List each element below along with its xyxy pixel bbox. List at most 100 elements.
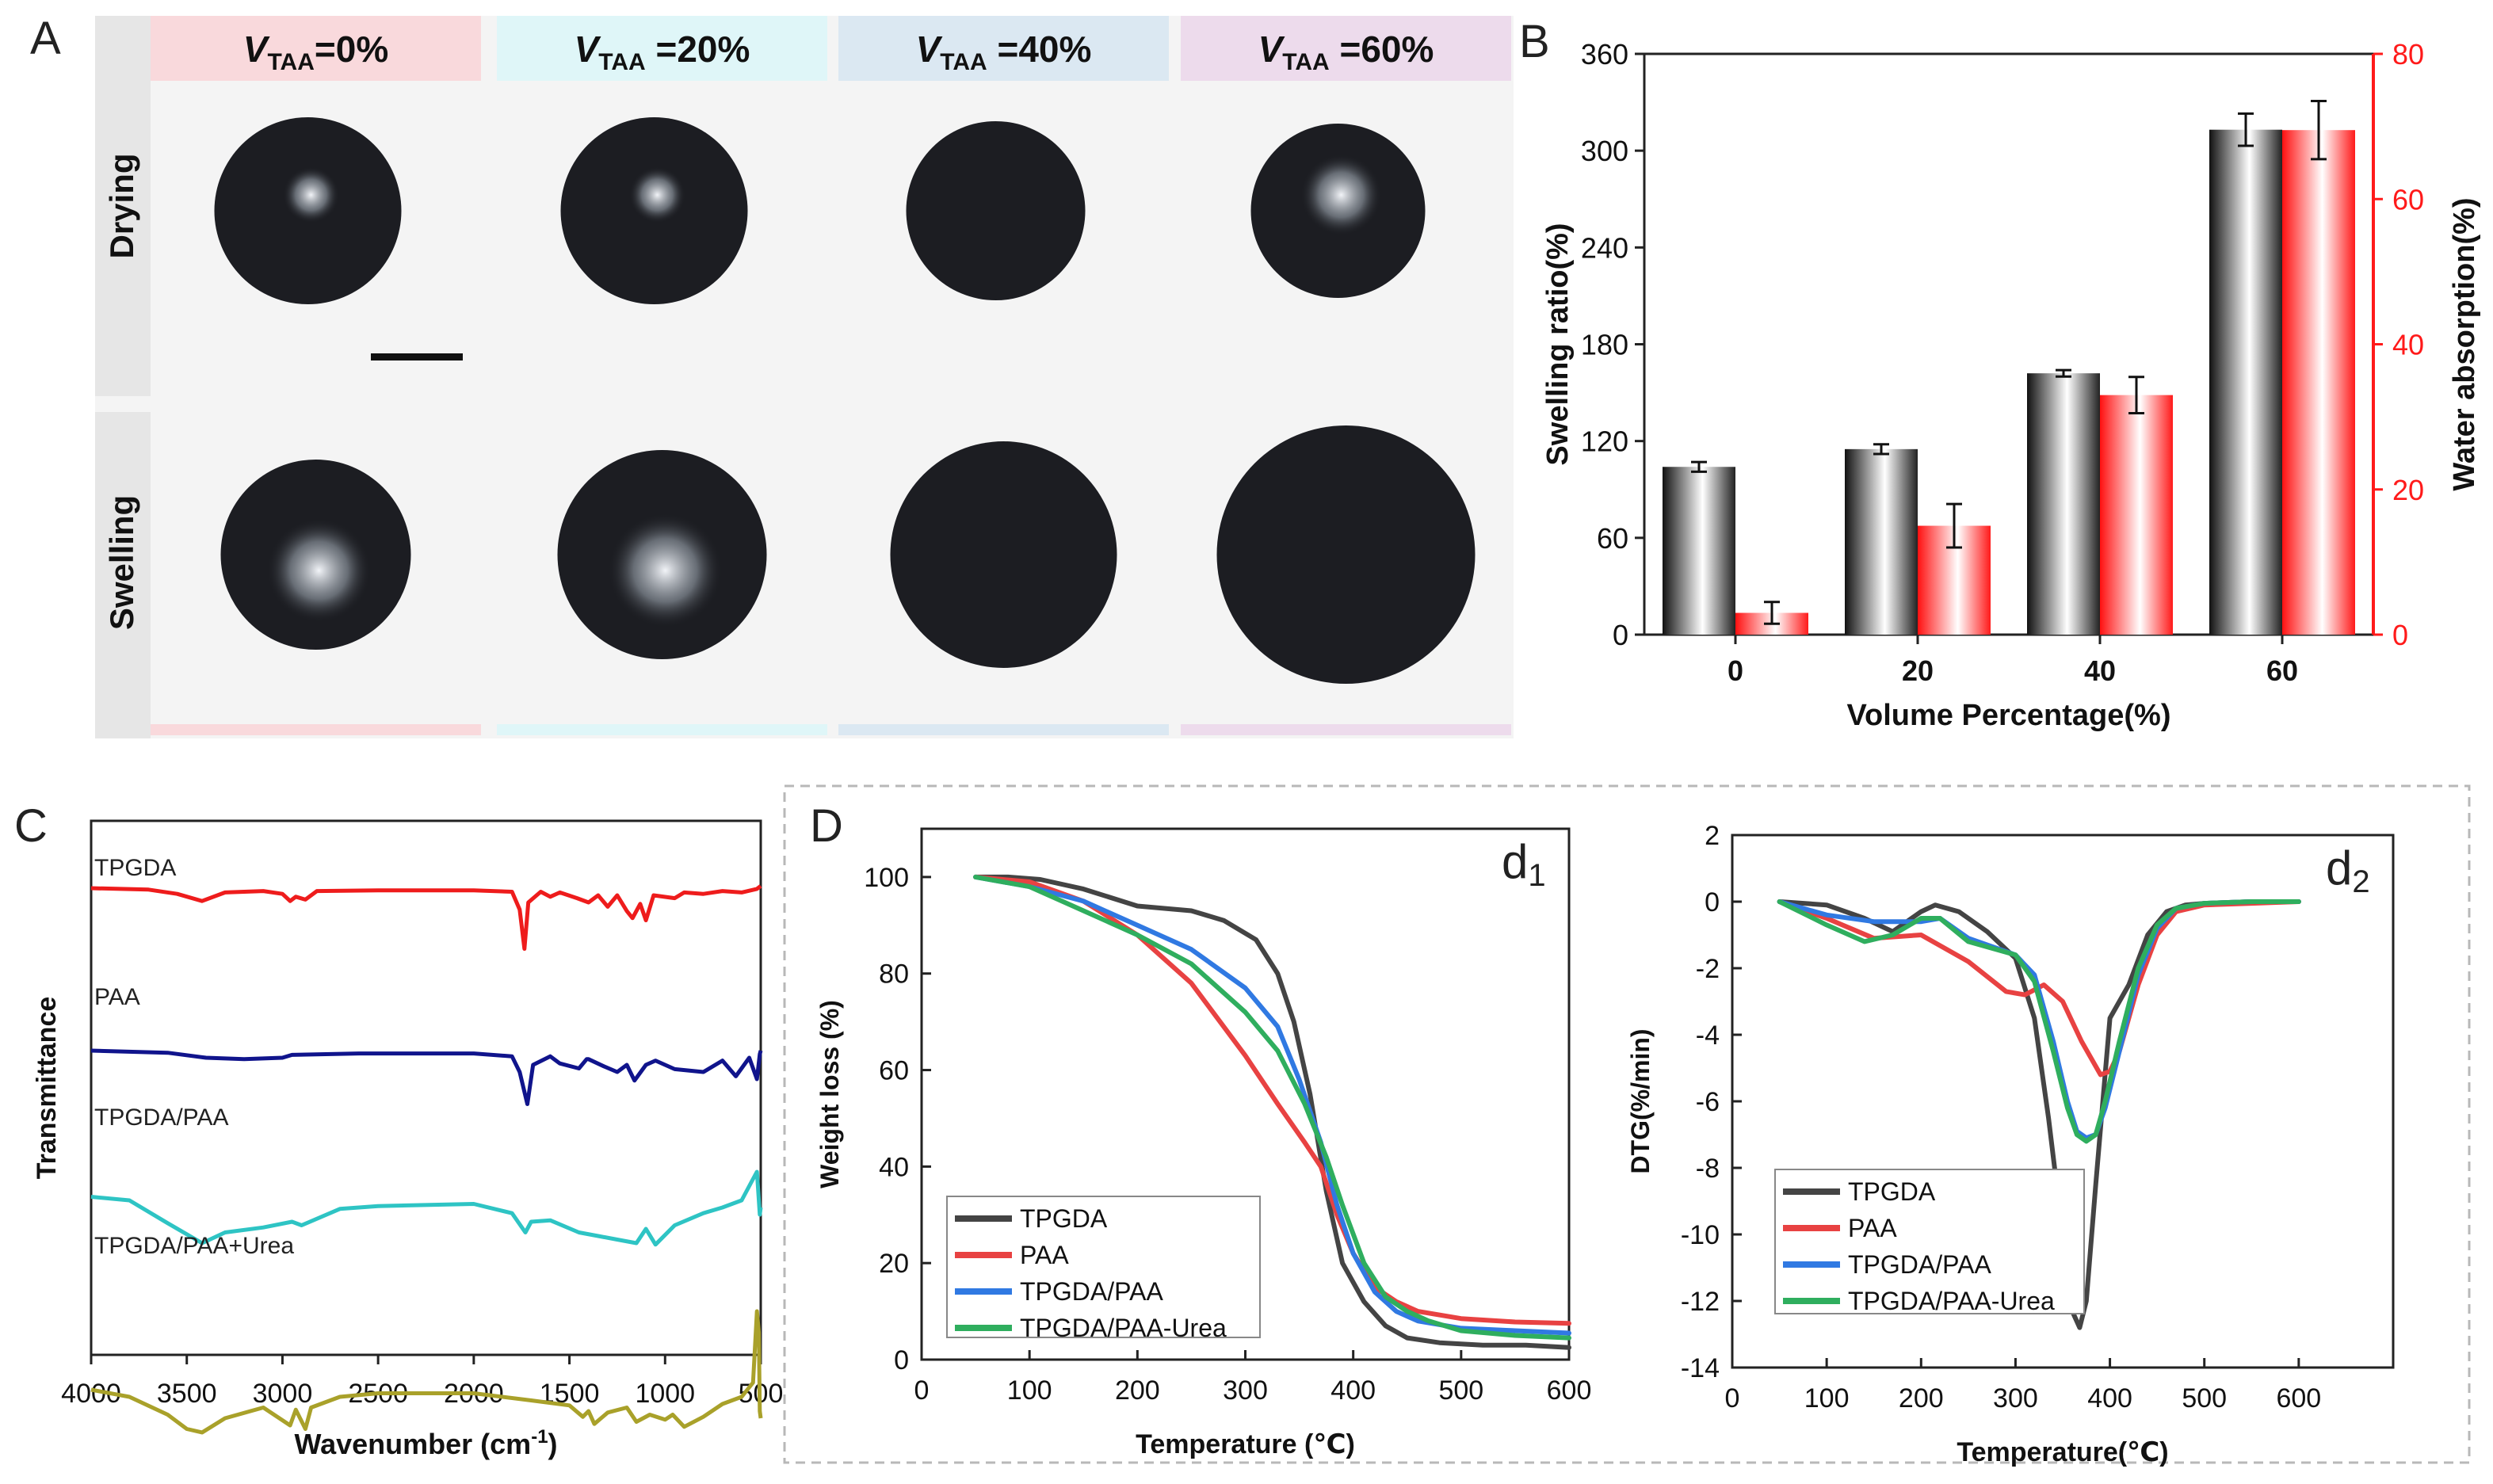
series-line-tpgda	[973, 874, 1571, 1350]
column-header-bg	[497, 16, 827, 81]
legend-label: TPGDA	[1020, 1204, 1108, 1233]
subpanel-subscript: 2	[2352, 864, 2369, 899]
x-tick-label: 300	[1993, 1383, 2038, 1413]
y-tick-label: 240	[1581, 231, 1628, 264]
panel-letter-b: B	[1519, 16, 1550, 67]
particle-highlight	[607, 513, 723, 628]
row-label-drying: Drying	[103, 153, 140, 258]
y-tick-label: 20	[879, 1249, 909, 1279]
bar-water-absorption	[2100, 395, 2173, 635]
x-tick-label: 500	[2182, 1383, 2227, 1413]
panel-letter-a: A	[30, 13, 61, 64]
bar-water-absorption	[2282, 130, 2355, 635]
column-header-v: V	[575, 29, 601, 70]
x-axis-label-main: Wavenumber (cm	[294, 1428, 531, 1460]
y-tick-label: 0	[894, 1345, 909, 1375]
bar-swelling-ratio	[1663, 467, 1735, 635]
column-footer-bg	[838, 724, 1169, 735]
y2-tick-label: 0	[2392, 619, 2408, 651]
x-tick-label: 0	[914, 1375, 930, 1406]
legend-label: TPGDA/PAA-Urea	[1020, 1314, 1227, 1342]
y2-tick-label: 40	[2392, 329, 2424, 361]
x-tick-label: 600	[1547, 1375, 1592, 1406]
series-label: TPGDA/PAA+Urea	[94, 1233, 294, 1259]
y-axis-label: DTG(%/min)	[1626, 1028, 1655, 1173]
x-tick-label: 40	[2084, 654, 2116, 687]
x-tick-label: 500	[1438, 1375, 1483, 1406]
subpanel-letter: d	[1502, 835, 1528, 888]
particle	[1216, 425, 1476, 684]
column-header-v: V	[1258, 29, 1285, 70]
particle	[906, 121, 1086, 300]
legend-label: TPGDA	[1848, 1177, 1936, 1206]
spectrum-line-tpgda-paa	[90, 1169, 763, 1247]
column-header-value: =40%	[987, 29, 1092, 70]
column-header-value: =20%	[646, 29, 750, 70]
column-header-label: VTAA =20%	[575, 29, 750, 75]
y-axis-label: Weight loss (%)	[815, 1000, 844, 1188]
y-tick-label: 180	[1581, 329, 1628, 361]
spectrum-line-tpgda-paa-urea	[90, 1309, 763, 1435]
x-axis-label: Wavenumber (cm-1)	[294, 1426, 557, 1460]
particle-highlight	[266, 518, 372, 623]
column-footer-bg	[151, 724, 481, 735]
particle-highlight	[282, 166, 340, 223]
column-header-bg	[151, 16, 481, 81]
panel-a-images: Drying Swelling VTAA=0% VTAA =20% VTAA =40…	[95, 16, 1514, 738]
y-tick-label: -2	[1696, 954, 1720, 984]
spectrum-line-paa	[90, 1048, 763, 1106]
bar-swelling-ratio	[1845, 448, 1918, 635]
y-tick-label: 80	[879, 959, 909, 990]
row-label-bg-swelling	[95, 412, 151, 738]
particle	[890, 441, 1117, 668]
x-tick-label: 200	[1899, 1383, 1944, 1413]
y-tick-label: 0	[1613, 619, 1628, 651]
x-tick-label: 3500	[157, 1379, 217, 1409]
y-tick-label: 300	[1581, 135, 1628, 167]
x-tick-label: 20	[1902, 654, 1934, 687]
y-tick-label: -14	[1681, 1353, 1720, 1383]
y-tick-label: -4	[1696, 1020, 1720, 1051]
series-line-paa	[973, 874, 1571, 1326]
column-header-bg	[1181, 16, 1511, 81]
y-tick-label: -8	[1696, 1154, 1720, 1184]
legend-label: TPGDA/PAA	[1020, 1277, 1163, 1306]
y-tick-label: 100	[864, 863, 909, 893]
x-tick-label: 100	[1007, 1375, 1052, 1406]
x-axis-label: Temperature(℃)	[1957, 1437, 2168, 1467]
y-tick-label: -6	[1696, 1087, 1720, 1117]
y2-tick-label: 80	[2392, 38, 2424, 71]
subpanel-letter: d	[2326, 841, 2352, 895]
y-tick-label: 360	[1581, 38, 1628, 71]
bar-swelling-ratio	[2027, 373, 2100, 635]
y-tick-label: 0	[1705, 887, 1720, 917]
series-line-tpgda-paa-urea	[1777, 899, 2301, 1144]
subpanel-label: d2	[2326, 841, 2370, 899]
y-tick-label: 2	[1705, 821, 1720, 851]
x-tick-label: 400	[2087, 1383, 2132, 1413]
legend-label: TPGDA/PAA	[1848, 1250, 1991, 1279]
x-axis-label: Temperature (℃)	[1136, 1429, 1355, 1459]
legend-label: PAA	[1020, 1241, 1069, 1269]
subpanel-label: d1	[1502, 835, 1546, 893]
plot-frame	[90, 819, 762, 1356]
y2-axis-label: Water absorption(%)	[2448, 197, 2481, 490]
y-tick-label: 120	[1581, 425, 1628, 458]
y-tick-label: -12	[1681, 1287, 1720, 1317]
panel-letter-c: C	[14, 800, 48, 852]
y2-tick-label: 60	[2392, 183, 2424, 216]
column-header-label: VTAA=0%	[243, 29, 388, 75]
column-header-label: VTAA =60%	[1258, 29, 1434, 75]
x-tick-label: 400	[1330, 1375, 1376, 1406]
column-header-sub: TAA	[1282, 49, 1329, 75]
x-tick-label: 600	[2276, 1383, 2321, 1413]
row-label-bg-drying	[95, 16, 151, 396]
series-line-tpgda-paa-urea	[973, 874, 1571, 1341]
x-axis-label-sup: -1	[531, 1426, 548, 1448]
scale-bar	[371, 353, 463, 361]
column-header-value: =60%	[1330, 29, 1434, 70]
column-footer-bg	[1181, 724, 1511, 735]
column-header-sub: TAA	[940, 49, 987, 75]
x-tick-label: 300	[1223, 1375, 1268, 1406]
